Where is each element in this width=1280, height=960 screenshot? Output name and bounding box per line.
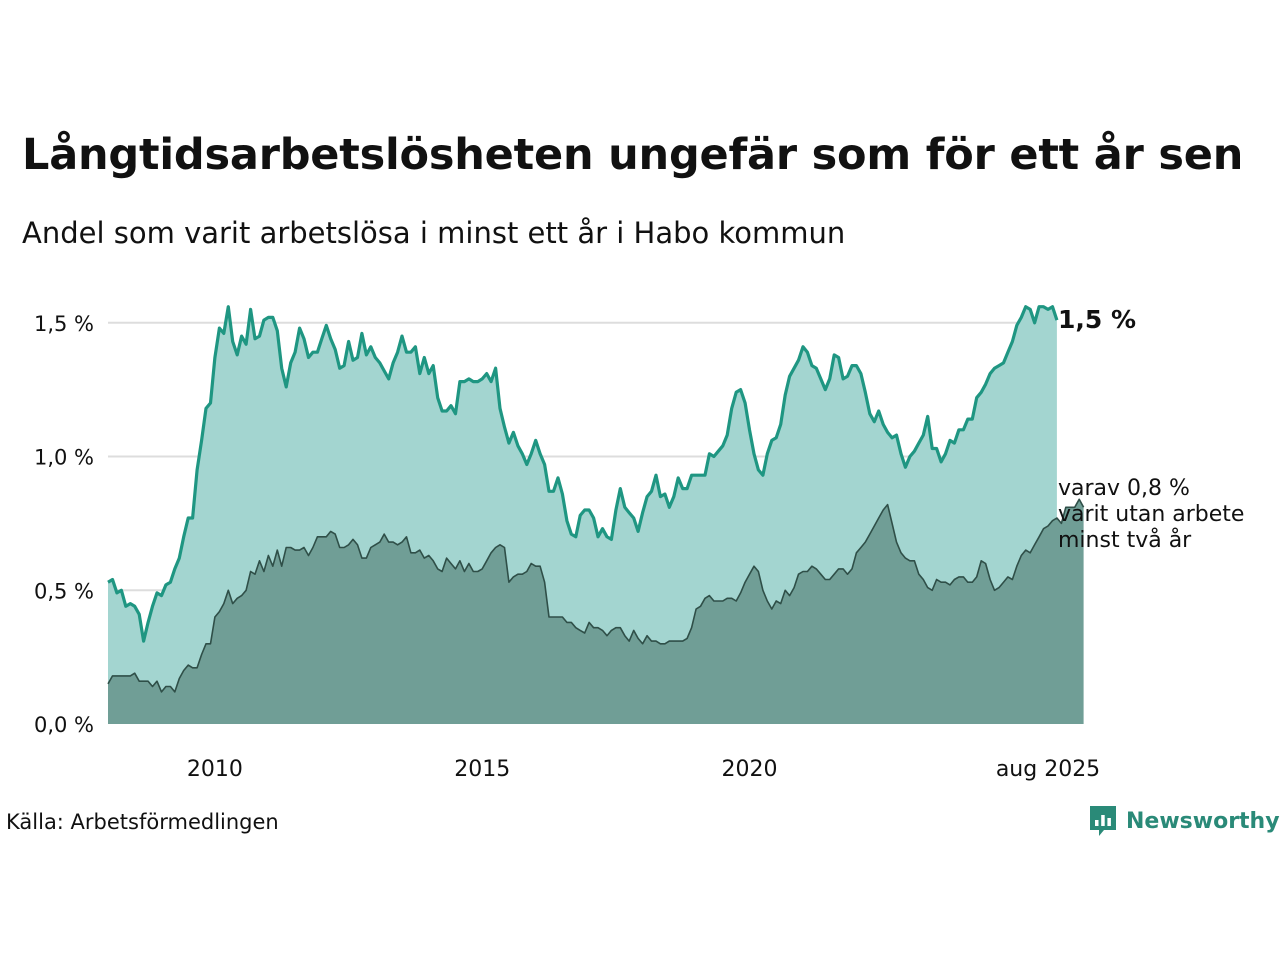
y-axis-ticks: 0,0 % 0,5 % 1,0 % 1,5 %: [34, 312, 94, 737]
y-tick-label: 0,0 %: [34, 713, 94, 737]
chart-subtitle: Andel som varit arbetslösa i minst ett å…: [22, 216, 846, 250]
x-tick-label: aug 2025: [996, 757, 1100, 782]
line-two-year-share: [107, 498, 1085, 693]
newsworthy-logo-icon: [1090, 806, 1116, 836]
x-tick-label: 2010: [187, 757, 243, 782]
annotation-line-3: minst två år: [1058, 527, 1192, 553]
area-two-year-share: [108, 499, 1084, 724]
chart-title: Långtidsarbetslösheten ungefär som för e…: [22, 130, 1244, 180]
annotation-line-2: varit utan arbete: [1058, 502, 1244, 527]
brand-logo[interactable]: Newsworthy: [1088, 804, 1280, 838]
end-value-label: 1,5 %: [1058, 305, 1136, 334]
x-tick-label: 2015: [454, 757, 510, 782]
y-tick-label: 1,0 %: [34, 446, 94, 470]
x-axis-ticks: 2010 2015 2020 aug 2025: [187, 757, 1100, 782]
annotation-line-1: varav 0,8 %: [1058, 476, 1190, 501]
x-tick-label: 2020: [722, 757, 778, 782]
line-total-share: [107, 305, 1059, 643]
source-note: Källa: Arbetsförmedlingen: [6, 810, 279, 834]
y-tick-label: 0,5 %: [34, 579, 94, 603]
y-tick-label: 1,5 %: [34, 312, 94, 336]
brand-name: Newsworthy: [1126, 808, 1280, 834]
